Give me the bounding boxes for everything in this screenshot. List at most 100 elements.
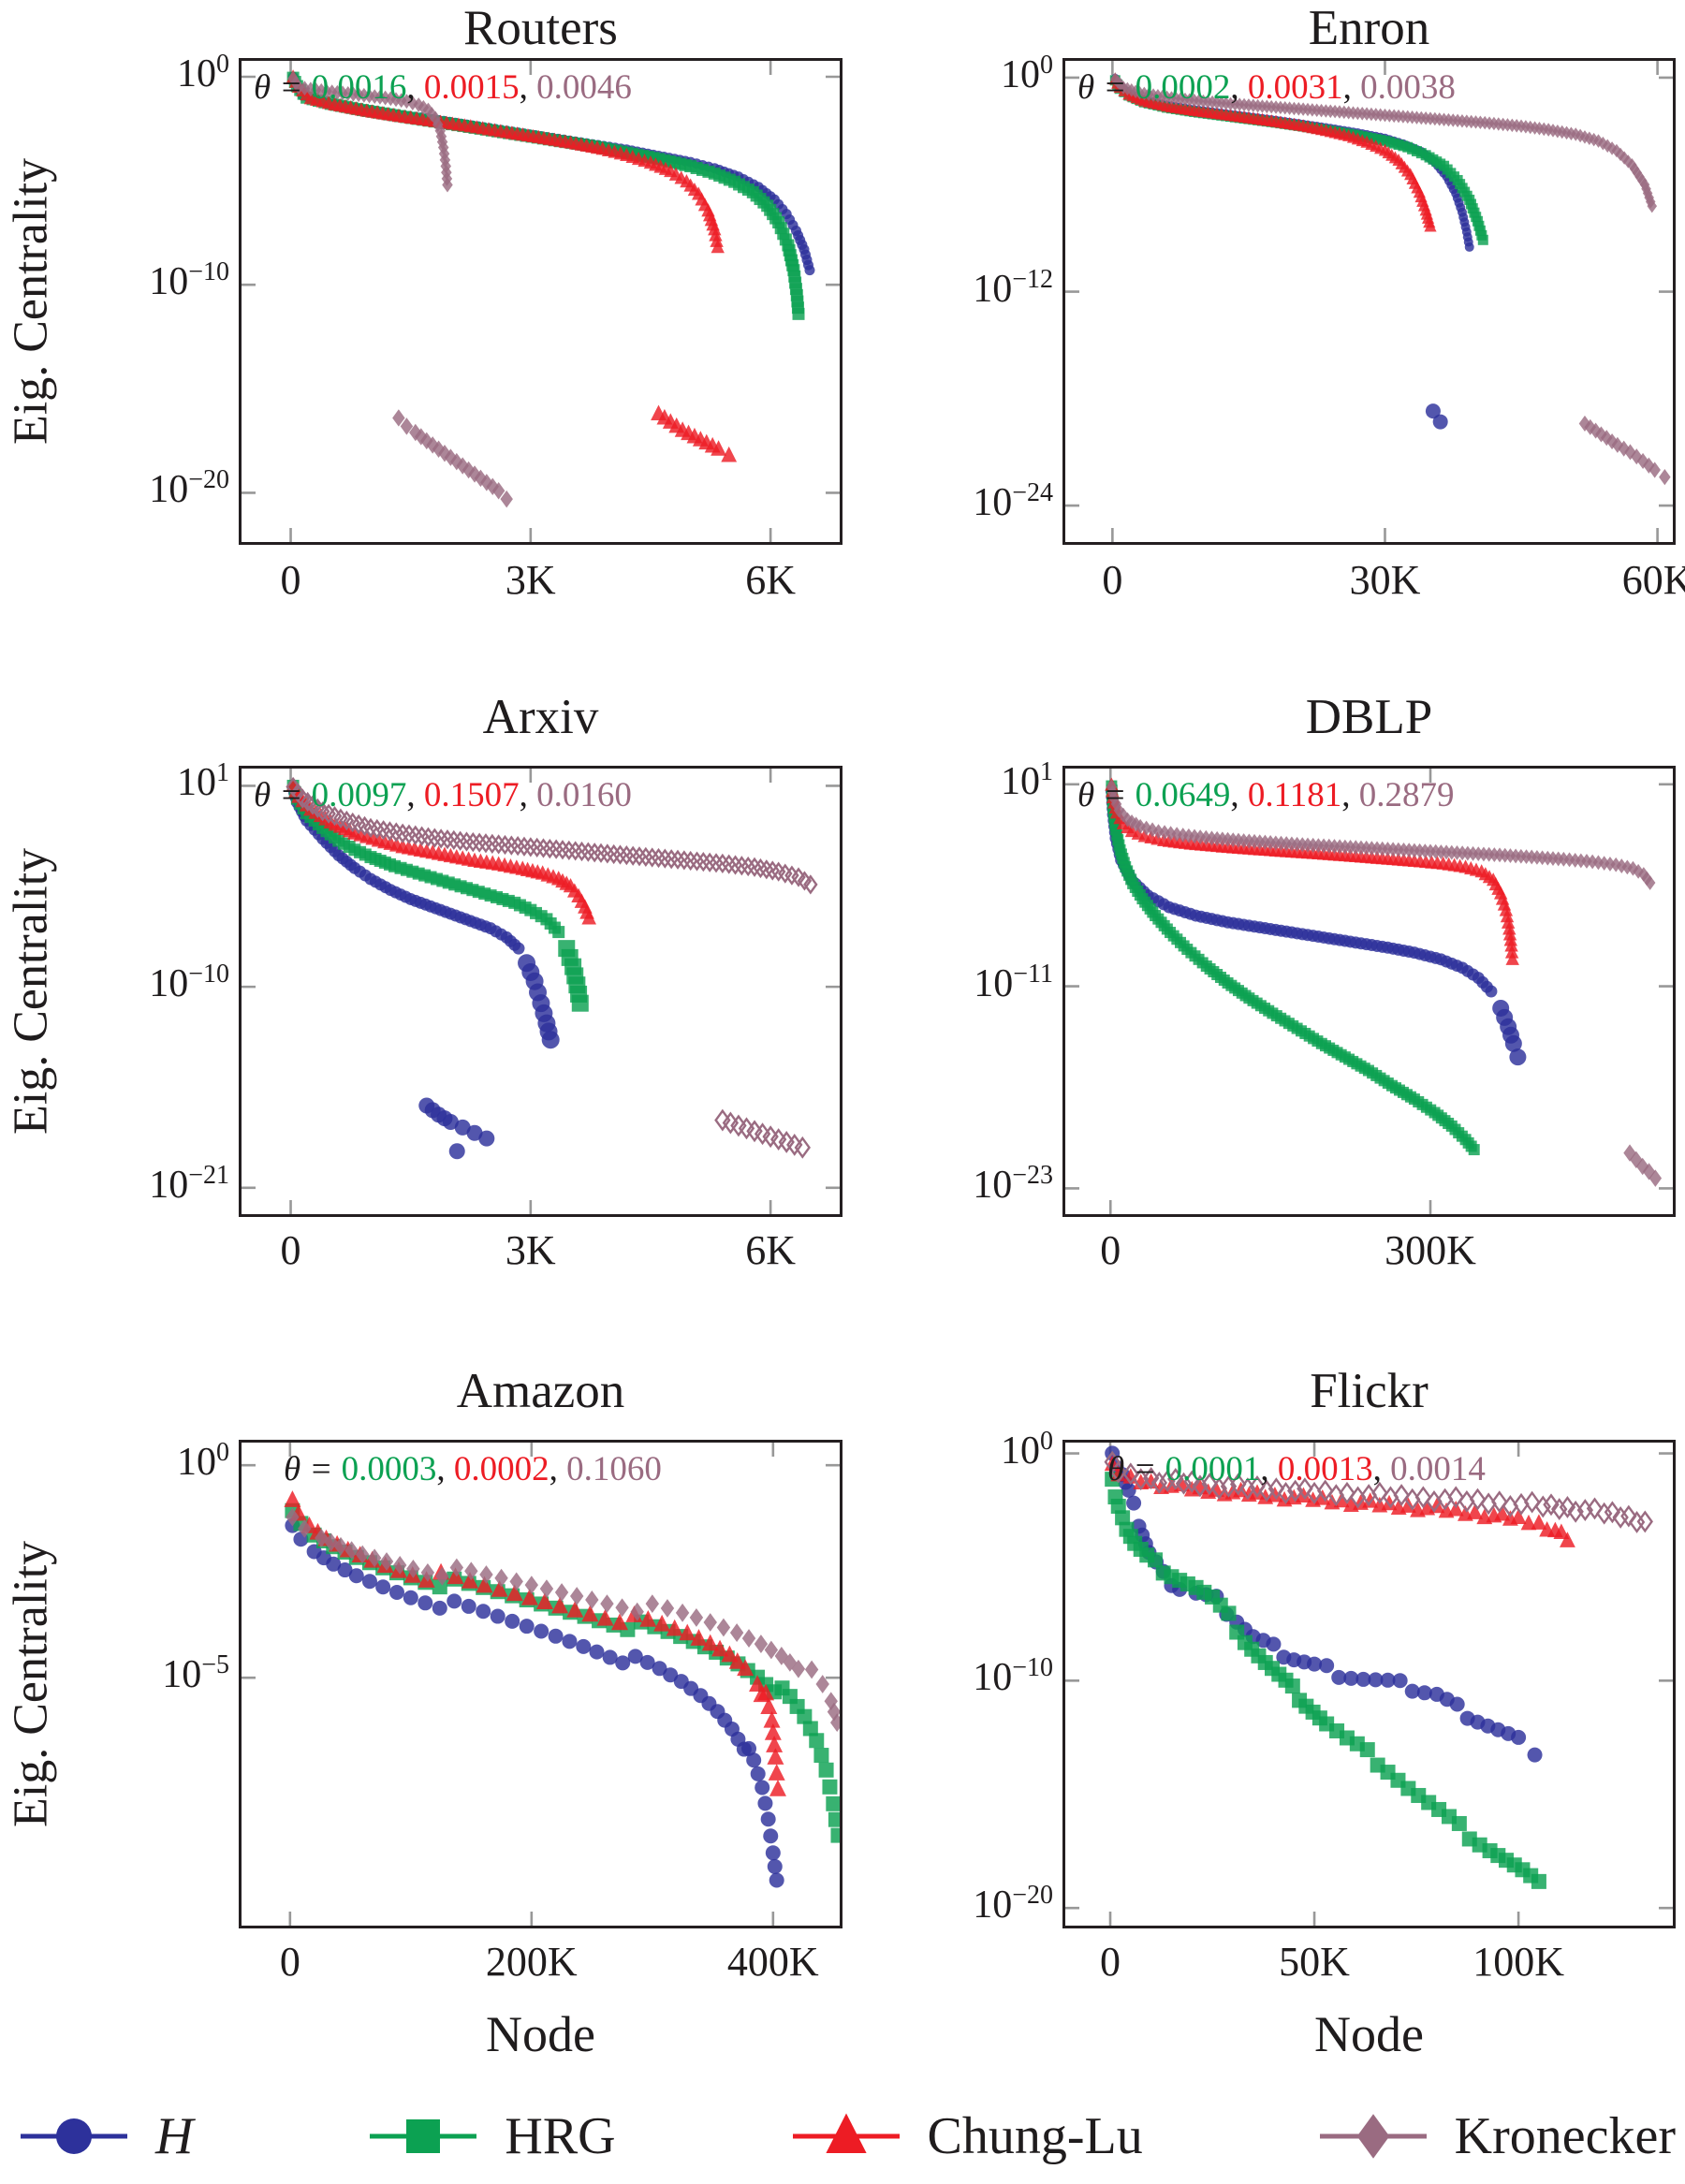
x-tick-label: 300K — [1385, 1227, 1476, 1273]
triangle-marker — [825, 2113, 867, 2153]
y-tick-label: 10−24 — [842, 478, 1053, 525]
y-tick-label: 100 — [842, 51, 1053, 96]
y-tick-exponent: −10 — [1012, 1653, 1053, 1683]
y-tick-exponent: 0 — [1040, 50, 1053, 80]
y-tick-exponent: −5 — [201, 1650, 229, 1680]
plot-routers — [239, 58, 842, 545]
y-tick-base: 10 — [973, 481, 1013, 525]
legend-label: Chung-Lu — [927, 2107, 1143, 2165]
plot-flickr — [1062, 1440, 1676, 1928]
tick-marks — [239, 766, 842, 1217]
H-series — [285, 1517, 784, 1888]
chart-title-arxiv: Arxiv — [482, 690, 599, 744]
y-tick-base: 10 — [974, 961, 1014, 1005]
theta-separator: , — [1230, 68, 1248, 107]
series-area — [1104, 1445, 1653, 1889]
theta-annotation-enron: θ = 0.0002, 0.0031, 0.0038 — [1077, 67, 1456, 108]
chart-title-amazon: Amazon — [456, 1364, 625, 1418]
Kronecker-series — [1104, 1450, 1653, 1533]
theta-annotation-flickr: θ = 0.0001, 0.0013, 0.0014 — [1107, 1449, 1486, 1489]
plot-dblp — [1062, 766, 1676, 1217]
theta-annotation-arxiv: θ = 0.0097, 0.1507, 0.0160 — [254, 775, 632, 815]
theta-separator: , — [406, 68, 424, 107]
y-tick-label: 10−23 — [842, 1161, 1053, 1208]
y-tick-label: 10−21 — [19, 1161, 229, 1207]
theta-separator: , — [1342, 68, 1361, 107]
y-tick-exponent: −10 — [188, 257, 229, 287]
legend-square-icon — [370, 2119, 477, 2153]
plot-frame — [239, 766, 842, 1217]
theta-annotation-amazon: θ = 0.0003, 0.0002, 0.1060 — [284, 1449, 662, 1489]
theta-value-chung-lu: 0.0015 — [423, 68, 520, 107]
x-tick-label: 0 — [280, 557, 301, 603]
legend-item-kronecker: Kronecker — [1316, 2105, 1676, 2167]
legend-label: H — [155, 2107, 194, 2165]
theta-annotation-routers: θ = 0.0016, 0.0015, 0.0046 — [254, 67, 632, 108]
y-tick-label: 101 — [19, 759, 229, 805]
y-tick-base: 10 — [1001, 52, 1040, 96]
chart-title-flickr: Flickr — [1310, 1364, 1429, 1418]
theta-value-kronecker: 0.1060 — [566, 1450, 662, 1488]
y-tick-base: 10 — [973, 1884, 1013, 1927]
legend-triangle-icon — [792, 2113, 900, 2153]
y-tick-exponent: 0 — [1040, 1426, 1053, 1456]
x-tick-label: 400K — [726, 1939, 819, 1985]
y-tick-label: 10−10 — [19, 960, 229, 1005]
theta-separator: , — [1230, 776, 1248, 814]
y-tick-base: 10 — [149, 468, 189, 512]
y-tick-exponent: 1 — [1040, 756, 1053, 786]
y-tick-label: 100 — [19, 50, 229, 95]
theta-value-chung-lu: 0.1181 — [1247, 776, 1342, 814]
tick-marks — [1062, 766, 1676, 1217]
x-tick-label: 0 — [280, 1227, 301, 1273]
y-tick-base: 10 — [149, 1163, 189, 1207]
series-area — [1108, 72, 1671, 486]
theta-prefix: θ = — [1077, 68, 1127, 107]
circle-marker — [56, 2118, 92, 2154]
theta-separator: , — [1260, 1450, 1278, 1488]
legend-diamond-icon — [1319, 2114, 1427, 2159]
theta-separator: , — [549, 1450, 567, 1488]
theta-value-hrg: 0.0001 — [1165, 1450, 1261, 1488]
y-tick-exponent: −12 — [1012, 264, 1053, 294]
plot-frame — [1062, 58, 1676, 545]
y-tick-exponent: −11 — [1013, 959, 1053, 989]
y-tick-exponent: −10 — [188, 960, 229, 989]
series-area — [1105, 777, 1663, 1187]
y-tick-label: 10−5 — [19, 1650, 229, 1696]
y-tick-base: 10 — [973, 267, 1013, 311]
x-tick-label: 200K — [485, 1939, 578, 1985]
y-tick-exponent: 0 — [216, 50, 229, 79]
y-tick-base: 10 — [973, 1656, 1013, 1700]
theta-value-kronecker: 0.0014 — [1390, 1450, 1486, 1488]
y-tick-base: 10 — [149, 962, 189, 1006]
chart-title-enron: Enron — [1308, 1, 1430, 55]
x-tick-label: 0 — [1100, 1939, 1121, 1985]
theta-value-hrg: 0.0649 — [1135, 776, 1231, 814]
legend-item-chung-lu: Chung-Lu — [789, 2105, 1143, 2167]
x-axis-label: Node — [486, 2006, 595, 2062]
x-tick-label: 3K — [505, 557, 556, 603]
y-tick-exponent: 0 — [216, 1438, 229, 1468]
x-tick-label: 30K — [1349, 557, 1421, 603]
Kronecker-series — [286, 776, 818, 1159]
plot-enron — [1062, 58, 1676, 545]
y-tick-base: 10 — [177, 1441, 216, 1485]
chart-title-routers: Routers — [463, 1, 618, 55]
y-tick-label: 100 — [19, 1438, 229, 1485]
theta-annotation-dblp: θ = 0.0649, 0.1181, 0.2879 — [1077, 775, 1455, 815]
y-tick-exponent: −23 — [1012, 1161, 1053, 1191]
theta-separator: , — [1341, 776, 1359, 814]
theta-value-chung-lu: 0.0002 — [453, 1450, 549, 1488]
theta-value-kronecker: 0.0046 — [536, 68, 632, 107]
theta-value-kronecker: 0.2879 — [1358, 776, 1455, 814]
HRG-series — [1105, 1472, 1546, 1889]
legend-item-hrg: HRG — [366, 2105, 616, 2167]
series-area — [284, 1490, 842, 1888]
series-area — [286, 776, 818, 1160]
Chung-Lu-series — [286, 69, 738, 462]
y-tick-base: 10 — [177, 52, 216, 95]
x-tick-label: 6K — [745, 1227, 796, 1273]
y-tick-label: 10−10 — [842, 1653, 1053, 1700]
y-tick-label: 10−10 — [19, 257, 229, 303]
